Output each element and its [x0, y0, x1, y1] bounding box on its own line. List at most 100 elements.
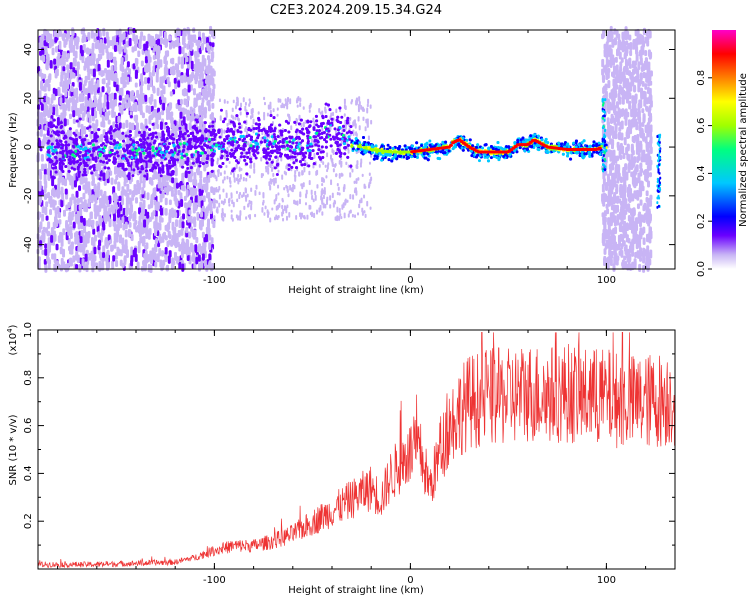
spectrogram-cell — [278, 202, 281, 208]
spectrogram-cell — [42, 226, 46, 233]
spectrogram-cell — [630, 79, 634, 85]
spectrogram-cell — [140, 122, 144, 130]
spectrogram-cell — [308, 179, 311, 186]
spectrogram-cell — [41, 205, 45, 214]
spectrogram-cell — [349, 209, 352, 214]
spectrogram-cell — [186, 27, 190, 34]
spectrogram-cell — [276, 107, 279, 111]
spectrogram-cell — [645, 175, 649, 183]
spectrogram-cell — [366, 121, 369, 127]
spectrogram-cell — [48, 259, 52, 265]
spectrogram-cell — [616, 204, 620, 213]
spectrogram-cell — [176, 72, 180, 78]
spectrogram-cell — [250, 204, 253, 211]
spectrogram-cell — [277, 169, 280, 173]
spectrogram-cell — [606, 121, 610, 130]
spectrogram-cell — [623, 53, 627, 60]
spectrogram-cell — [357, 116, 360, 122]
spectrogram-cell — [207, 227, 211, 234]
spectrogram-cell — [133, 222, 137, 230]
spectrogram-cell — [228, 176, 231, 183]
spectrogram-cell — [81, 54, 85, 64]
spectrogram-cell — [179, 161, 183, 168]
spectrogram-cell — [298, 171, 301, 177]
spectrogram-cell — [62, 106, 66, 115]
spectrogram-cell — [640, 129, 644, 136]
spectrogram-cell — [226, 122, 229, 127]
spectrogram-cell — [75, 107, 79, 114]
spectrogram-cell — [253, 162, 256, 169]
spectrogram-cell — [105, 170, 109, 179]
spectrogram-cell — [115, 29, 119, 36]
spectrogram-cell — [75, 233, 79, 242]
spectrogram-cell — [367, 98, 370, 104]
spectrogram-cell — [168, 209, 172, 216]
spectrogram-cell — [56, 205, 60, 215]
spectrogram-cell — [188, 74, 192, 83]
spectrogram-cell — [182, 213, 186, 220]
spectrogram-cell — [635, 164, 639, 173]
spectrogram-cell — [611, 71, 615, 77]
spectrogram-cell — [80, 123, 84, 133]
spectrogram-cell — [46, 35, 50, 43]
spectrogram-cell — [167, 230, 171, 239]
spectrogram-cell — [109, 93, 113, 102]
spectrogram-cell — [125, 119, 129, 129]
spectrogram-cell — [634, 96, 638, 104]
spectrogram-cell — [168, 199, 172, 206]
spectrogram-cell — [325, 199, 328, 205]
spectrogram-cell — [166, 240, 170, 248]
spectrogram-cell — [127, 228, 131, 238]
spectrogram-cell — [95, 220, 99, 227]
spectrogram-cell — [139, 93, 143, 100]
spectrogram-cell — [190, 218, 194, 224]
spectrogram-cell — [140, 212, 144, 218]
spectrogram-cell — [322, 161, 325, 165]
spectrogram-cell — [293, 174, 296, 178]
spectrogram-cell — [157, 38, 161, 46]
spectrogram-cell — [175, 219, 179, 228]
spectrogram-cell — [608, 44, 612, 51]
spectrogram-cell — [219, 115, 222, 121]
spectrogram-cell — [49, 104, 53, 114]
spectrogram-cell — [220, 212, 223, 218]
spectrogram-cell — [128, 189, 132, 195]
spectrogram-cell — [263, 212, 266, 216]
spectrogram-cell — [216, 206, 219, 212]
spectrogram-cell — [284, 206, 287, 211]
spectrogram-cell — [189, 174, 193, 183]
spectrogram-cell — [164, 246, 168, 255]
spectrogram-cell — [167, 255, 171, 264]
spectrogram-cell — [41, 34, 45, 40]
spectrogram-cell — [232, 115, 235, 120]
spectrogram-cell — [204, 92, 208, 98]
spectrogram-cell — [64, 188, 68, 195]
spectrogram-cell — [84, 253, 88, 262]
spectrogram-cell — [311, 194, 314, 200]
spectrogram-cell — [359, 162, 362, 168]
spectrogram-cell — [242, 191, 245, 198]
spectrogram-cell — [144, 50, 148, 57]
spectrogram-cell — [129, 105, 133, 112]
spectrogram-cell — [137, 104, 141, 112]
spectrogram-cell — [81, 258, 85, 267]
spectrogram-cell — [70, 85, 74, 93]
spectrogram-cell — [204, 85, 208, 93]
spectrogram-cell — [184, 243, 188, 252]
spectrogram-cell — [195, 236, 199, 244]
spectrogram-cell — [235, 101, 238, 107]
spectrogram-cell — [112, 255, 116, 262]
spectrogram-cell — [231, 217, 234, 222]
spectrogram-cell — [210, 157, 214, 167]
spectrogram-cell — [340, 164, 343, 168]
spectrogram-cell — [163, 56, 167, 65]
spectrogram-cell — [53, 263, 57, 272]
spectrogram-cell — [218, 185, 221, 191]
spectrogram-cell — [45, 62, 49, 71]
spectrogram-cell — [65, 56, 69, 62]
spectrogram-cell — [112, 213, 116, 222]
spectrogram-cell — [169, 114, 173, 122]
spectrogram-cell — [201, 97, 205, 104]
spectrogram-cell — [638, 81, 642, 87]
spectrogram-cell — [299, 102, 302, 108]
